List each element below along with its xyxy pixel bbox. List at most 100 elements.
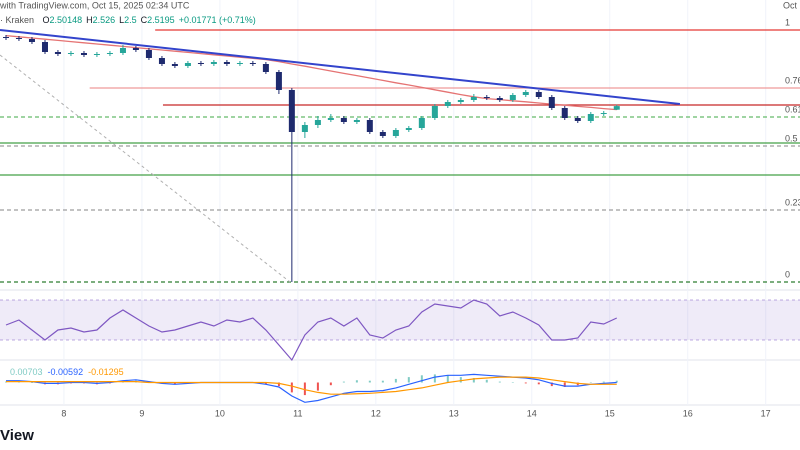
level-label: 0.764 bbox=[785, 75, 800, 85]
candle-body bbox=[210, 62, 217, 64]
candle-body bbox=[80, 53, 87, 55]
x-tick-label: 13 bbox=[449, 408, 459, 418]
macd-histogram-bar bbox=[368, 380, 371, 383]
candle-body bbox=[93, 54, 100, 55]
macd-histogram-bar bbox=[173, 382, 176, 385]
candle-body bbox=[184, 63, 191, 66]
level-label: 0.5 bbox=[785, 133, 798, 143]
x-tick-label: 10 bbox=[215, 408, 225, 418]
ohlc-value: 2.5195 bbox=[147, 15, 175, 25]
macd-histogram-bar bbox=[355, 380, 358, 383]
candle-body bbox=[509, 95, 516, 100]
level-label: 0.236 bbox=[785, 197, 800, 207]
candle-body bbox=[353, 120, 360, 122]
candle-body bbox=[548, 97, 555, 108]
x-tick-label: 15 bbox=[605, 408, 615, 418]
x-tick-label: 12 bbox=[371, 408, 381, 418]
candle-body bbox=[197, 63, 204, 64]
macd-histogram-bar bbox=[433, 374, 436, 383]
macd-histogram-bar bbox=[615, 380, 618, 383]
level-label: 0 bbox=[785, 269, 790, 279]
level-label: 1 bbox=[785, 17, 790, 27]
macd-histogram-bar bbox=[394, 378, 397, 383]
change-label: +0.01771 (+0.71%) bbox=[179, 15, 256, 25]
macd-histogram-bar bbox=[407, 377, 410, 383]
candle-body bbox=[288, 90, 295, 132]
guide-line bbox=[0, 54, 291, 283]
rsi-line bbox=[5, 299, 618, 362]
candle-body bbox=[301, 125, 308, 132]
candle-body bbox=[171, 64, 178, 66]
macd-histogram-bar bbox=[264, 382, 267, 385]
macd-histogram-bar bbox=[381, 380, 384, 383]
ohlc-value: 2.5 bbox=[124, 15, 137, 25]
candle-body bbox=[600, 113, 607, 114]
ohlc-label: L bbox=[119, 15, 124, 25]
corner-date: Oct bbox=[783, 0, 798, 10]
header: with TradingView.com, Oct 15, 2025 02:34… bbox=[0, 0, 190, 10]
candle-body bbox=[444, 102, 451, 106]
candle-body bbox=[119, 48, 126, 53]
candle-body bbox=[457, 100, 464, 102]
macd-histogram-bar bbox=[290, 382, 293, 393]
candle-body bbox=[483, 97, 490, 98]
macd-histogram-bar bbox=[30, 382, 33, 383]
macd-histogram-bar bbox=[563, 382, 566, 387]
candle-body bbox=[561, 108, 568, 118]
candle-body bbox=[470, 97, 477, 100]
x-tick-label: 8 bbox=[61, 408, 66, 418]
candle-body bbox=[574, 118, 581, 121]
macd-histogram-bar bbox=[316, 382, 319, 391]
macd-histogram-bar bbox=[602, 381, 605, 383]
candle-body bbox=[431, 106, 438, 118]
macd-histogram-bar bbox=[329, 382, 332, 386]
macd-legend: 0.00703 -0.00592 -0.01295 bbox=[10, 367, 124, 377]
macd-histogram-bar bbox=[277, 382, 280, 387]
candle-body bbox=[340, 118, 347, 122]
macd-legend-value: -0.00592 bbox=[48, 367, 84, 377]
candle-body bbox=[327, 118, 334, 120]
candle-body bbox=[496, 98, 503, 100]
macd-histogram-bar bbox=[537, 382, 540, 385]
candle-body bbox=[314, 120, 321, 125]
macd-histogram-bar bbox=[472, 378, 475, 383]
candle-body bbox=[236, 63, 243, 64]
candle-body bbox=[522, 92, 529, 95]
x-tick-label: 16 bbox=[683, 408, 693, 418]
footer-logo: View bbox=[0, 427, 34, 444]
candle-body bbox=[15, 38, 22, 39]
candle-body bbox=[405, 128, 412, 130]
x-tick-label: 14 bbox=[527, 408, 537, 418]
grid: 8 9 10 11 12 13 14 15 16 17 bbox=[0, 0, 800, 418]
candle-body bbox=[3, 37, 10, 38]
candle-body bbox=[132, 48, 139, 50]
candle-body bbox=[106, 53, 113, 54]
candle-body bbox=[41, 42, 48, 52]
candle-body bbox=[54, 52, 61, 54]
exchange: · Kraken bbox=[0, 15, 34, 25]
macd-histogram-bar bbox=[303, 382, 306, 396]
macd-histogram-bar bbox=[511, 382, 514, 383]
plot: 1 0.764 0.618 0.5 0.236 0 bbox=[0, 17, 800, 403]
x-tick-label: 9 bbox=[139, 408, 144, 418]
moving-average bbox=[5, 34, 617, 111]
x-tick-label: 17 bbox=[761, 408, 771, 418]
candle-body bbox=[392, 130, 399, 136]
candle-body bbox=[262, 64, 269, 72]
macd-legend-value: -0.01295 bbox=[88, 367, 124, 377]
macd-histogram-bar bbox=[342, 381, 345, 383]
level-label: 0.618 bbox=[785, 104, 800, 114]
ohlc-value: 2.526 bbox=[93, 15, 116, 25]
macd-legend-value: 0.00703 bbox=[10, 367, 43, 377]
candle-body bbox=[249, 63, 256, 64]
macd-histogram-bar bbox=[485, 379, 488, 383]
candle-body bbox=[535, 92, 542, 97]
candle-body bbox=[613, 106, 620, 110]
candle-body bbox=[158, 58, 165, 64]
ohlc-legend: · Kraken O2.50148 H2.526 L2.5 C2.5195 +0.017… bbox=[0, 15, 256, 25]
macd-histogram-bar bbox=[498, 381, 501, 383]
x-tick-label: 11 bbox=[293, 408, 302, 418]
trendline bbox=[0, 29, 681, 105]
